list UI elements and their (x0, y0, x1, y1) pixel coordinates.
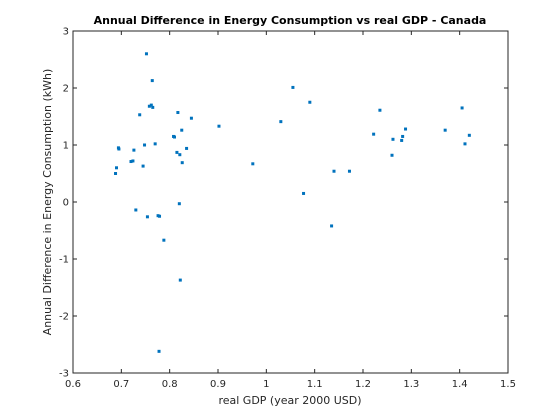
plot-area (72, 30, 509, 374)
data-point (149, 103, 153, 107)
y-tick-label: 2 (63, 84, 69, 95)
data-point (150, 79, 154, 83)
y-tick-label: -3 (59, 369, 69, 380)
data-point (251, 162, 255, 166)
data-point (147, 104, 151, 108)
x-tick-label: 1.1 (307, 379, 323, 390)
x-axis: 0.6 0.7 0.8 0.9 1 1.1 1.2 1.3 1.4 1.5 (65, 31, 516, 390)
data-point (217, 124, 221, 128)
x-tick-label: 1.3 (403, 379, 419, 390)
data-point (332, 169, 336, 173)
y-axis-label: Annual Difference in Energy Consumption … (41, 69, 54, 336)
y-tick-label: 0 (63, 198, 69, 209)
x-tick-label: 1.5 (500, 379, 516, 390)
data-point (372, 132, 376, 136)
y-tick-label: -1 (59, 255, 69, 266)
data-point (173, 135, 176, 139)
data-point (115, 166, 118, 170)
data-point (404, 127, 408, 131)
x-tick-label: 0.9 (210, 379, 226, 390)
data-point (189, 116, 193, 120)
data-point (131, 159, 135, 163)
data-point (143, 143, 147, 147)
data-point (308, 100, 312, 104)
data-point (390, 153, 394, 157)
data-point (151, 105, 155, 109)
x-axis-label: real GDP (year 2000 USD) (218, 394, 361, 407)
data-point (132, 148, 136, 152)
x-tick-label: 0.8 (162, 379, 178, 390)
data-point (391, 137, 395, 141)
data-point (180, 128, 184, 132)
data-point (138, 113, 142, 117)
data-point (144, 52, 148, 56)
x-tick-label: 1 (263, 379, 269, 390)
data-point (177, 202, 181, 206)
data-point (302, 191, 306, 195)
y-axis: -3 -2 -1 0 1 2 3 (59, 27, 508, 380)
data-point (114, 172, 118, 175)
data-point (330, 224, 334, 228)
data-point (175, 150, 179, 154)
data-point (158, 214, 162, 218)
x-tick-label: 0.6 (65, 379, 81, 390)
data-point (279, 120, 283, 124)
y-tick-label: 3 (63, 27, 69, 38)
data-point (145, 215, 149, 219)
data-point (134, 208, 138, 212)
data-point (153, 142, 157, 146)
data-point (129, 160, 133, 164)
y-tick-label: 1 (63, 141, 69, 152)
data-point (157, 349, 161, 353)
data-point (443, 128, 447, 132)
data-point (467, 133, 471, 137)
data-point (180, 161, 184, 165)
data-point (401, 134, 405, 138)
chart-title: Annual Difference in Energy Consumption … (94, 14, 487, 27)
data-point (178, 153, 182, 157)
data-point (460, 106, 464, 110)
data-point (378, 108, 382, 112)
x-tick-label: 1.4 (452, 379, 468, 390)
data-point (400, 138, 404, 142)
y-tick-label: -2 (59, 312, 69, 323)
data-point (162, 238, 166, 242)
data-point (176, 111, 180, 115)
data-point (347, 169, 351, 173)
data-point (185, 146, 189, 150)
data-points (114, 52, 471, 353)
data-point (178, 278, 182, 282)
data-point (141, 164, 145, 168)
x-tick-label: 1.2 (355, 379, 371, 390)
data-point (117, 147, 121, 151)
x-tick-label: 0.7 (113, 379, 129, 390)
data-point (463, 142, 467, 146)
data-point (291, 85, 295, 89)
